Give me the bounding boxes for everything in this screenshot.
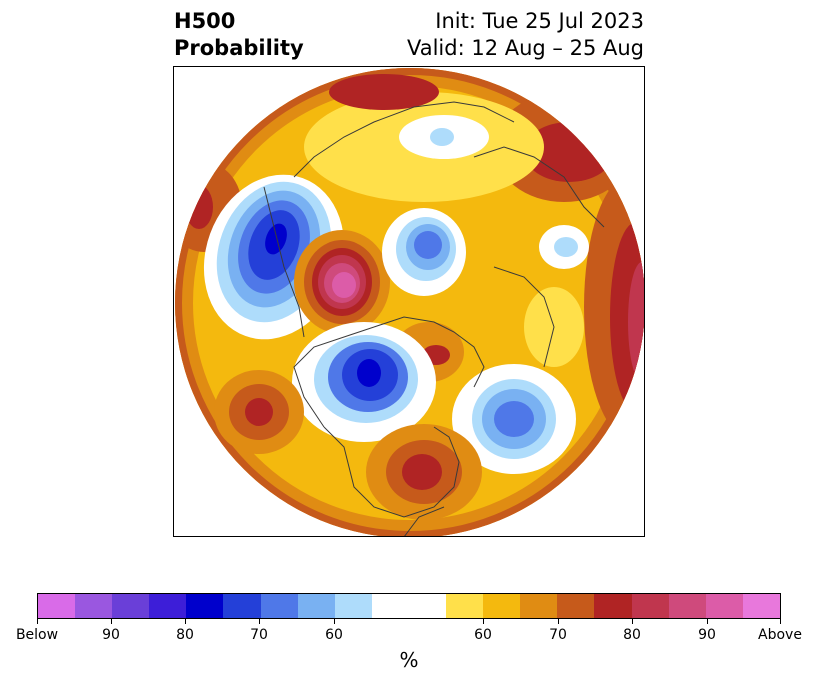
colorbar-label: 90 xyxy=(698,627,716,643)
colorbar-swatch-below-90 xyxy=(112,594,150,618)
colorbar xyxy=(37,593,781,619)
colorbar-unit: % xyxy=(399,648,419,672)
map-title-left: H500 Probability xyxy=(174,8,304,62)
colorbar-label: 60 xyxy=(325,627,343,643)
colorbar-tick xyxy=(111,619,112,624)
colorbar-label-below: Below xyxy=(15,627,59,643)
colorbar-tick xyxy=(259,619,260,624)
colorbar-swatch-below-85 xyxy=(149,594,187,618)
colorbar-tick xyxy=(780,619,781,624)
colorbar-tick xyxy=(185,619,186,624)
colorbar-swatch-below-65 xyxy=(297,594,335,618)
colorbar-label: 60 xyxy=(474,627,492,643)
colorbar-swatch-above xyxy=(742,594,780,618)
colorbar-tick xyxy=(707,619,708,624)
colorbar-label: 90 xyxy=(102,627,120,643)
colorbar-swatch-below-95 xyxy=(75,594,113,618)
colorbar-tick xyxy=(334,619,335,624)
probability-field xyxy=(175,68,644,536)
colorbar-tick xyxy=(632,619,633,624)
colorbar-swatch-above-85 xyxy=(631,594,669,618)
map-panel xyxy=(173,66,645,537)
coastlines xyxy=(263,101,605,536)
colorbar-swatch-above-60 xyxy=(446,594,484,618)
colorbar-swatch-above-80 xyxy=(594,594,632,618)
map-title-right: Init: Tue 25 Jul 2023 Valid: 12 Aug – 25… xyxy=(407,8,644,62)
colorbar-tick xyxy=(37,619,38,624)
colorbar-label: 70 xyxy=(549,627,567,643)
colorbar-swatch-below-70 xyxy=(260,594,298,618)
valid-range: Valid: 12 Aug – 25 Aug xyxy=(406,36,644,60)
colorbar-swatch-below-80 xyxy=(186,594,224,618)
colorbar-swatch-below xyxy=(38,594,76,618)
init-date: Init: Tue 25 Jul 2023 xyxy=(435,9,644,33)
colorbar-swatch-above-70 xyxy=(520,594,558,618)
colorbar-label: 80 xyxy=(176,627,194,643)
colorbar-swatch-above-75 xyxy=(557,594,595,618)
colorbar-swatch-above-65 xyxy=(483,594,521,618)
colorbar-swatch-above-95 xyxy=(705,594,743,618)
colorbar-label-above: Above xyxy=(758,627,802,643)
title-variable: H500 xyxy=(174,9,236,33)
colorbar-label: 70 xyxy=(250,627,268,643)
colorbar-swatch-below-60 xyxy=(334,594,372,618)
colorbar-tick xyxy=(558,619,559,624)
colorbar-swatch-above-90 xyxy=(668,594,706,618)
colorbar-swatch-below-75 xyxy=(223,594,261,618)
title-product: Probability xyxy=(174,36,304,60)
polar-map xyxy=(175,68,644,536)
colorbar-label: 80 xyxy=(623,627,641,643)
colorbar-swatch-neutral xyxy=(371,594,447,618)
colorbar-tick xyxy=(483,619,484,624)
